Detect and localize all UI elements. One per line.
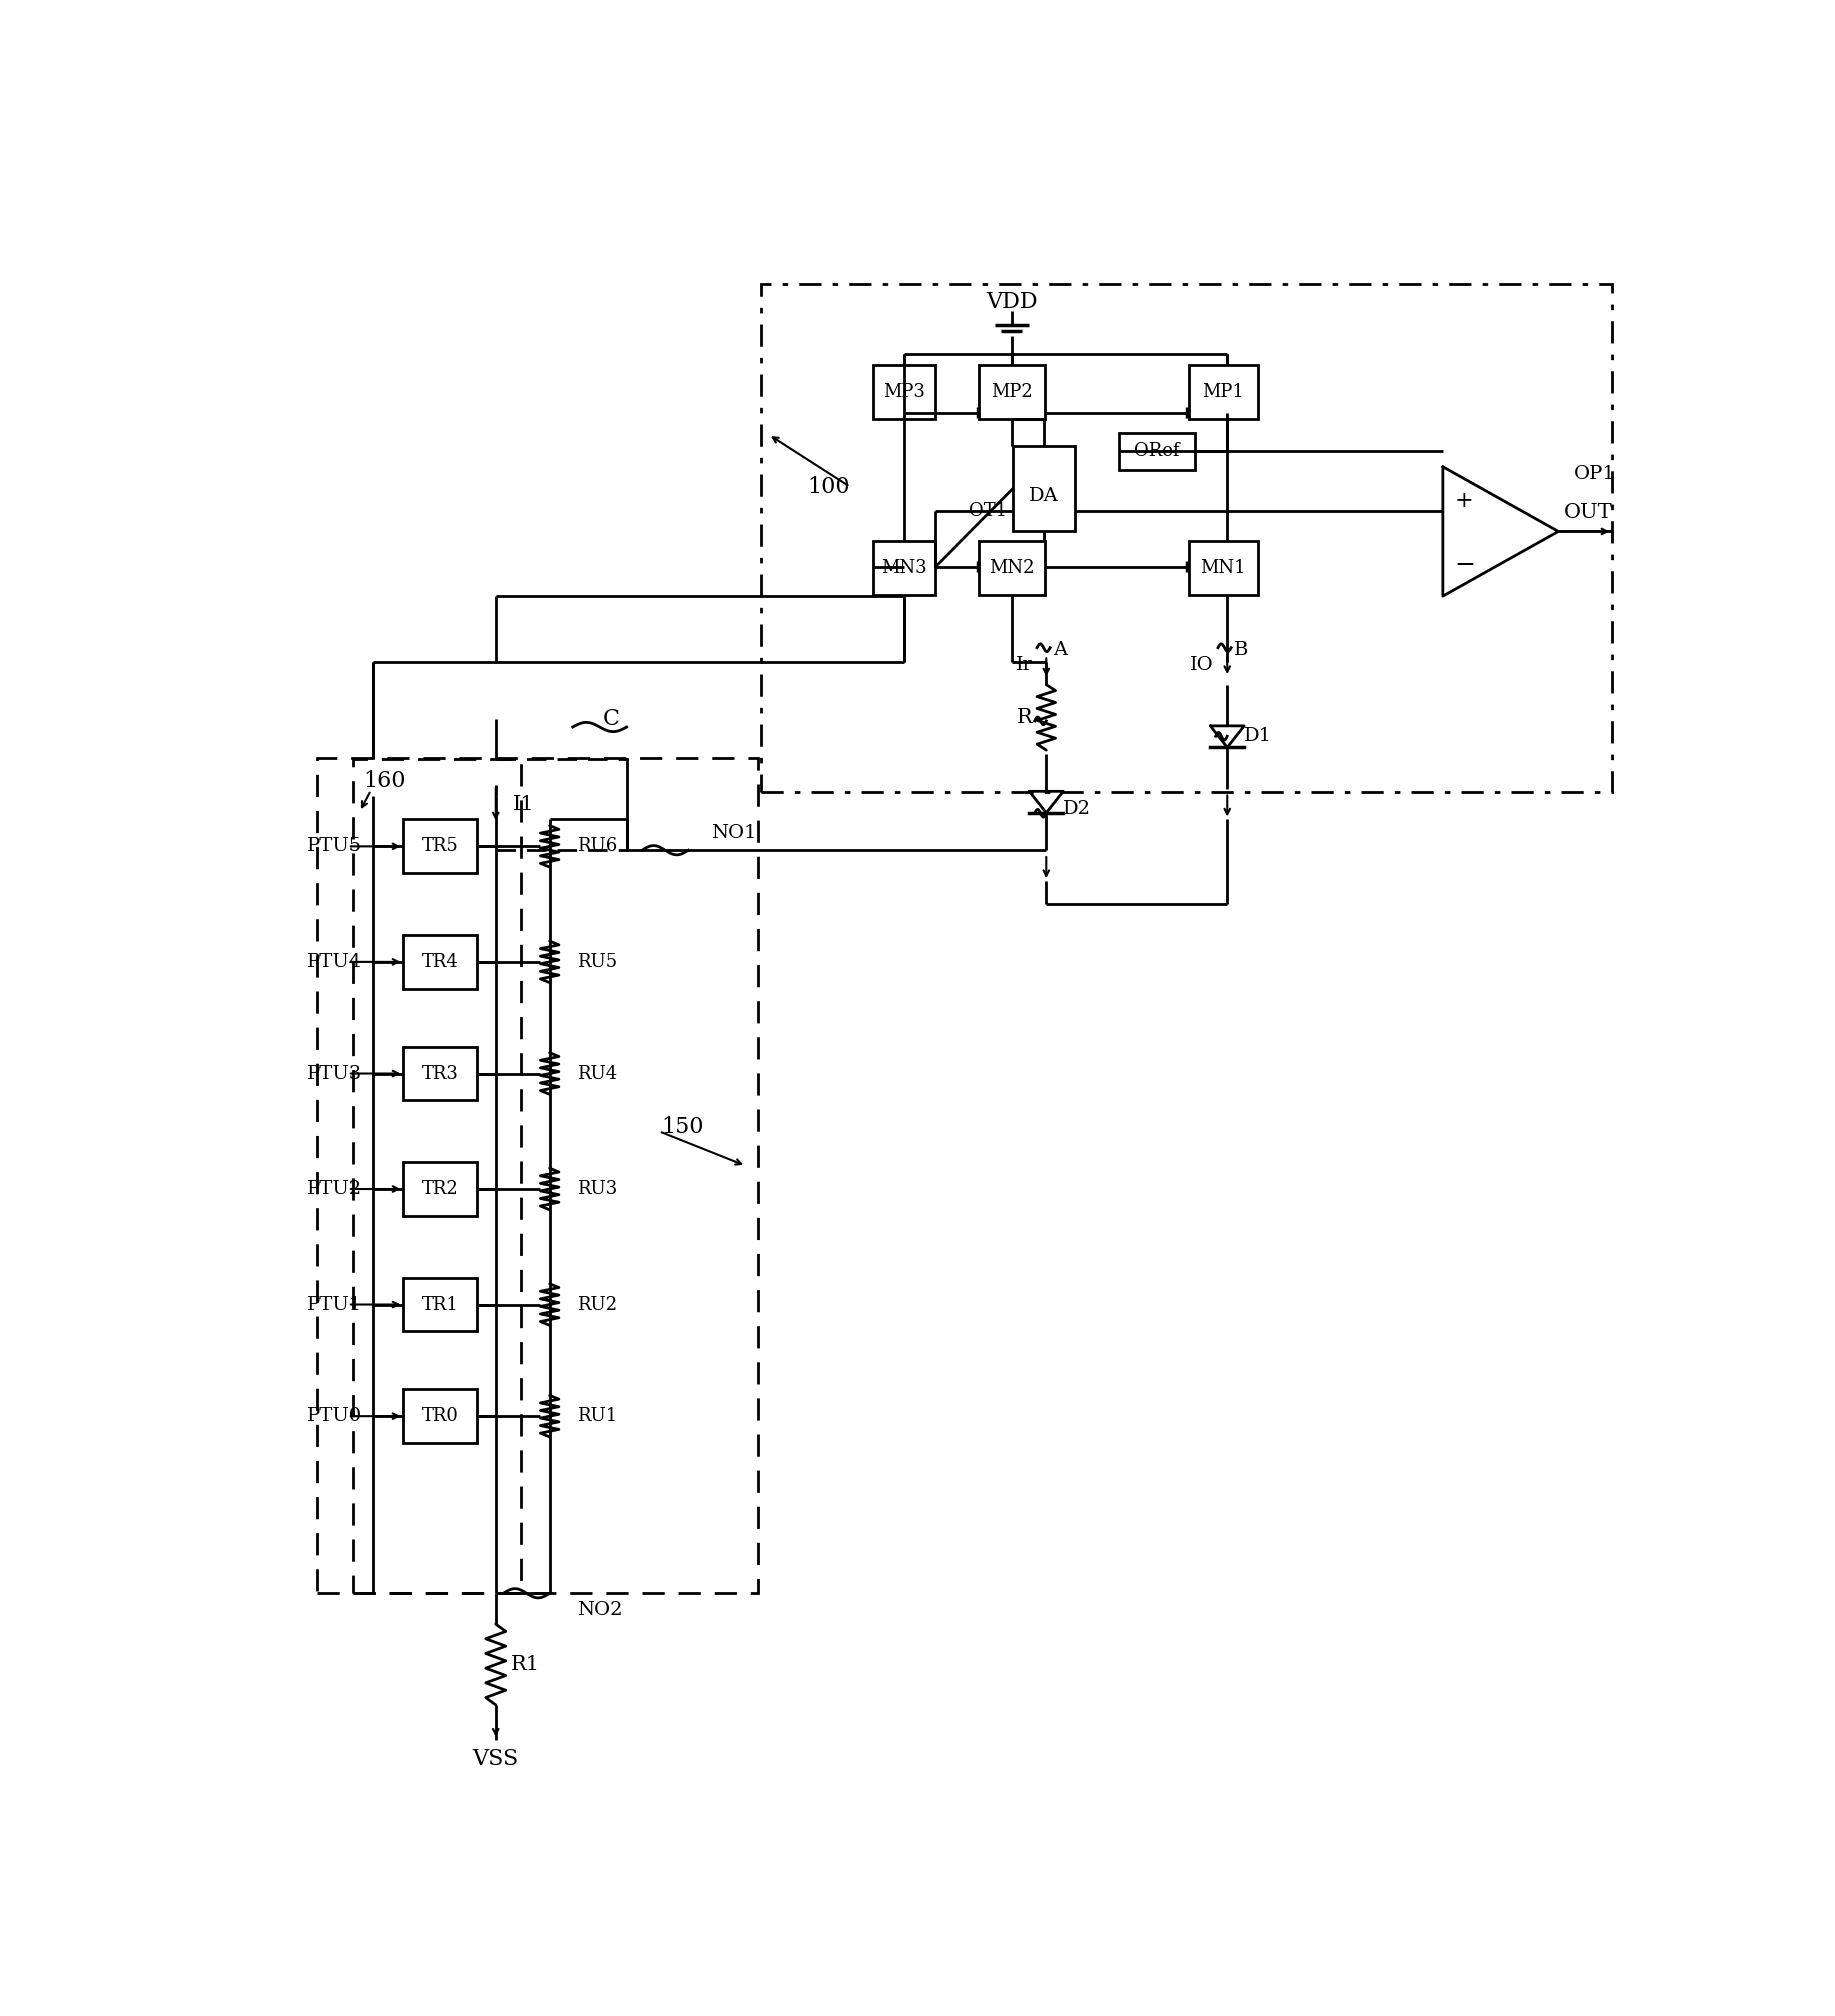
Bar (873, 540, 934, 595)
Text: RU6: RU6 (576, 837, 617, 855)
Text: PTU2: PTU2 (306, 1179, 361, 1198)
Bar (404, 935, 477, 988)
Text: VSS: VSS (473, 1748, 519, 1770)
Text: RU2: RU2 (576, 1296, 617, 1314)
Text: TR0: TR0 (422, 1407, 459, 1425)
Text: R: R (1017, 708, 1033, 726)
Text: TR5: TR5 (422, 837, 459, 855)
Bar (1013, 446, 1075, 530)
Text: OUT: OUT (1563, 502, 1613, 522)
Bar (873, 365, 934, 419)
Bar (404, 1046, 477, 1101)
Text: OT1: OT1 (969, 502, 1007, 520)
Text: R1: R1 (512, 1655, 539, 1673)
Text: TR3: TR3 (422, 1064, 459, 1083)
Text: 100: 100 (807, 476, 850, 498)
Text: 150: 150 (661, 1117, 705, 1139)
Bar (404, 818, 477, 873)
Bar (980, 540, 1044, 595)
Text: B: B (1233, 641, 1248, 659)
Bar (317, 758, 758, 1593)
Bar (1189, 540, 1259, 595)
Text: ORef: ORef (1134, 442, 1180, 460)
Bar (1119, 433, 1195, 470)
Text: D1: D1 (1244, 728, 1272, 746)
Text: TR2: TR2 (422, 1179, 459, 1198)
Text: RU4: RU4 (576, 1064, 617, 1083)
Text: D2: D2 (1062, 800, 1092, 818)
Text: A: A (1053, 641, 1068, 659)
Bar (404, 1389, 477, 1443)
Text: −: − (1453, 554, 1475, 577)
Bar (404, 1278, 477, 1331)
Text: VDD: VDD (985, 290, 1037, 312)
Text: Ir: Ir (1015, 657, 1033, 675)
Text: NO1: NO1 (712, 825, 756, 843)
Text: PTU4: PTU4 (306, 954, 361, 972)
Text: NO2: NO2 (576, 1601, 622, 1619)
Text: C: C (602, 708, 620, 730)
Text: +: + (1455, 490, 1474, 512)
Text: PTU5: PTU5 (306, 837, 361, 855)
Text: RU5: RU5 (576, 954, 617, 972)
Bar (404, 1161, 477, 1216)
Text: RU1: RU1 (576, 1407, 617, 1425)
Bar (762, 284, 1613, 792)
Text: MN1: MN1 (1200, 558, 1246, 577)
Text: TR4: TR4 (422, 954, 459, 972)
Text: MP3: MP3 (883, 383, 925, 401)
Text: PTU0: PTU0 (306, 1407, 361, 1425)
Text: TR1: TR1 (422, 1296, 459, 1314)
Text: RU3: RU3 (576, 1179, 617, 1198)
Text: I1: I1 (512, 794, 534, 814)
Text: IO: IO (1189, 657, 1213, 675)
Text: 160: 160 (363, 770, 406, 792)
Text: OP1: OP1 (1574, 466, 1615, 484)
Bar (980, 365, 1044, 419)
Text: DA: DA (1029, 488, 1059, 506)
Text: MP1: MP1 (1202, 383, 1244, 401)
Text: MN3: MN3 (881, 558, 927, 577)
Text: PTU3: PTU3 (306, 1064, 361, 1083)
Bar (1189, 365, 1259, 419)
Text: MP2: MP2 (991, 383, 1033, 401)
Bar (354, 760, 521, 1593)
Text: MN2: MN2 (989, 558, 1035, 577)
Text: PTU1: PTU1 (306, 1296, 361, 1314)
